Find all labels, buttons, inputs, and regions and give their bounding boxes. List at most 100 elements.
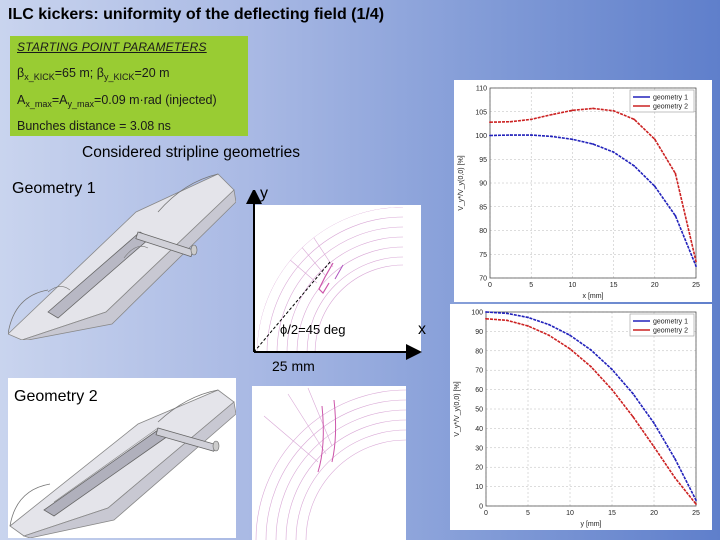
data-point bbox=[489, 134, 491, 137]
data-point bbox=[695, 260, 697, 263]
data-point bbox=[530, 134, 533, 136]
data-point bbox=[633, 165, 636, 167]
x-tick-label: 25 bbox=[692, 510, 700, 517]
data-point bbox=[633, 118, 636, 121]
geometry-2-label: Geometry 2 bbox=[14, 388, 98, 405]
parameters-header: STARTING POINT PARAMETERS bbox=[17, 40, 207, 54]
data-point bbox=[611, 368, 613, 371]
geometry-1-label: Geometry 1 bbox=[12, 180, 96, 197]
y-axis-title: V_y*/V_y(0,0) [%] bbox=[454, 381, 461, 436]
geometry-2-panel: Geometry 2 bbox=[8, 378, 236, 538]
data-point bbox=[548, 323, 550, 326]
data-point bbox=[527, 316, 529, 319]
x-tick-label: 20 bbox=[651, 282, 659, 289]
beta-x-symbol: β bbox=[17, 66, 25, 80]
y-tick-label: 85 bbox=[479, 204, 487, 211]
emittance-line: Ax_max=Ay_max=0.09 m·rad (injected) bbox=[17, 93, 217, 109]
y-tick-label: 80 bbox=[475, 348, 483, 355]
data-point bbox=[485, 311, 487, 313]
data-point bbox=[506, 319, 508, 322]
data-point bbox=[653, 138, 656, 141]
beta-y-value: =20 m bbox=[134, 66, 170, 80]
a-x-symbol: A bbox=[17, 93, 26, 107]
y-axis-title: V_y*/V_y(0,0) [%] bbox=[458, 155, 465, 210]
data-point bbox=[592, 107, 594, 110]
y-tick-label: 20 bbox=[475, 465, 483, 472]
phi-angle-line bbox=[253, 261, 331, 353]
data-point bbox=[592, 143, 594, 145]
plot-frame bbox=[489, 87, 697, 279]
axes-overlay bbox=[246, 190, 422, 360]
y-tick-label: 95 bbox=[479, 157, 487, 164]
y-tick-label: 80 bbox=[479, 228, 487, 235]
geometry-2-image bbox=[9, 389, 236, 538]
bunch-distance: Bunches distance = 3.08 ns bbox=[17, 119, 171, 133]
y-tick-label: 90 bbox=[475, 329, 483, 336]
cross-section-geometry-2 bbox=[252, 386, 406, 540]
x-tick-label: 20 bbox=[650, 510, 658, 517]
data-point bbox=[485, 317, 487, 320]
data-point bbox=[632, 392, 634, 395]
y-axis-label: y bbox=[260, 185, 268, 202]
data-point bbox=[695, 503, 697, 505]
plot-frame bbox=[485, 311, 697, 507]
geometries-heading: Considered stripline geometries bbox=[82, 144, 300, 161]
x-axis-label: x bbox=[418, 321, 426, 338]
page-title: ILC kickers: uniformity of the deflectin… bbox=[8, 6, 385, 23]
x-tick-label: 25 bbox=[692, 282, 700, 289]
y-tick-label: 70 bbox=[475, 368, 483, 375]
a-y-subscript: y_max bbox=[67, 99, 95, 109]
y-tick-label: 0 bbox=[479, 504, 483, 511]
cross-section-geometry-1 bbox=[255, 205, 421, 353]
data-point bbox=[571, 138, 574, 141]
data-point bbox=[674, 476, 676, 479]
data-point bbox=[569, 334, 571, 337]
x-axis-title: x [mm] bbox=[583, 293, 604, 300]
parameters-box: STARTING POINT PARAMETERS βx_KICK=65 m; … bbox=[10, 36, 248, 136]
y-tick-label: 105 bbox=[475, 109, 487, 116]
legend-label: geometry 1 bbox=[653, 319, 688, 326]
data-point bbox=[590, 349, 592, 351]
beta-kick-line: βx_KICK=65 m; βy_KICK=20 m bbox=[17, 66, 170, 82]
data-point bbox=[550, 135, 553, 138]
data-point bbox=[571, 109, 574, 112]
y-tick-label: 75 bbox=[479, 252, 487, 259]
y-tick-label: 90 bbox=[479, 181, 487, 188]
geometry-1-image bbox=[8, 173, 236, 340]
chart-vertical-uniformity: 0 5 10 15 20 25 0 10 20 30 40 50 60 70 80 90 100 y [mm] V_… bbox=[450, 304, 712, 530]
a-x-subscript: x_max bbox=[25, 99, 52, 109]
x-tick-label: 5 bbox=[526, 510, 530, 517]
beta-y-symbol: β bbox=[96, 66, 104, 80]
x-tick-label: 15 bbox=[608, 510, 616, 517]
data-point bbox=[506, 312, 508, 315]
y-tick-label: 100 bbox=[471, 310, 483, 317]
data-point bbox=[590, 365, 592, 368]
data-point bbox=[527, 325, 529, 327]
y-tick-label: 70 bbox=[479, 276, 487, 283]
y-tick-label: 40 bbox=[475, 426, 483, 433]
data-point bbox=[695, 499, 697, 502]
y-tick-label: 100 bbox=[475, 133, 487, 140]
legend-label: geometry 2 bbox=[653, 328, 688, 335]
data-point bbox=[674, 214, 677, 217]
beta-x-value: =65 m; bbox=[54, 66, 97, 80]
data-point bbox=[674, 172, 677, 175]
legend-label: geometry 2 bbox=[653, 104, 688, 111]
data-point bbox=[674, 457, 676, 460]
x-tick-label: 5 bbox=[529, 282, 533, 289]
y-tick-label: 30 bbox=[475, 445, 483, 452]
x-tick-label: 10 bbox=[566, 510, 574, 517]
phi-angle-label: ϕ/2=45 deg bbox=[280, 322, 346, 337]
chart-background bbox=[454, 80, 712, 302]
data-point bbox=[612, 109, 615, 112]
a-equals: =A bbox=[51, 93, 68, 107]
chart-background bbox=[450, 304, 712, 530]
x-tick-label: 15 bbox=[610, 282, 618, 289]
data-point bbox=[653, 445, 655, 448]
data-point bbox=[653, 185, 656, 188]
a-value: =0.09 m·rad (injected) bbox=[94, 93, 217, 107]
y-tick-label: 110 bbox=[476, 86, 487, 93]
legend-label: geometry 1 bbox=[653, 95, 688, 102]
series-line-1 bbox=[489, 134, 697, 267]
beta-x-subscript: x_KICK bbox=[24, 72, 55, 82]
